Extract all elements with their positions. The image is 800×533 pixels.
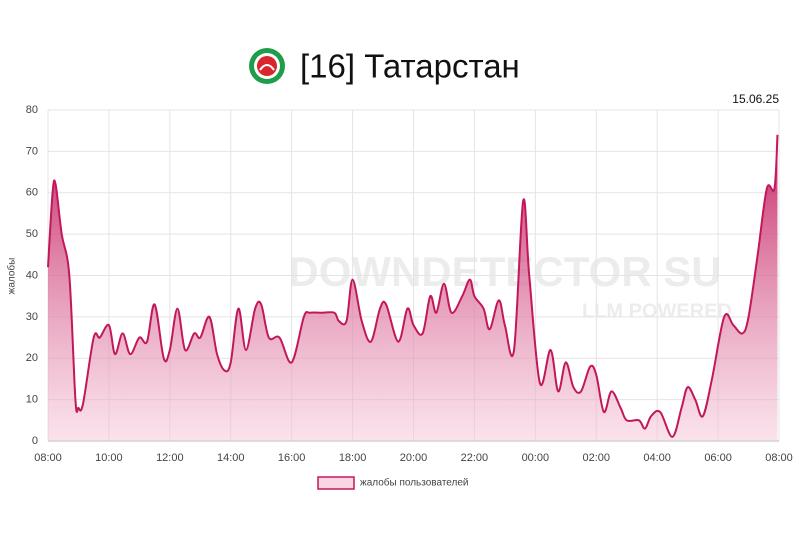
x-tick-label: 14:00 (217, 452, 245, 464)
x-tick-label: 16:00 (278, 452, 306, 464)
y-tick-label: 20 (26, 352, 38, 364)
x-tick-label: 02:00 (582, 452, 610, 464)
y-tick-label: 40 (26, 269, 38, 281)
y-tick-label: 70 (26, 145, 38, 157)
emblem (249, 48, 285, 84)
line (47, 134, 779, 438)
y-tick-label: 50 (26, 228, 38, 240)
x-tick-label: 08:00 (34, 452, 62, 464)
x-tick-label: 08:00 (765, 452, 793, 464)
date-label: 15.06.25 (732, 92, 779, 106)
x-tick-label: 06:00 (704, 452, 732, 464)
x-tick-label: 20:00 (400, 452, 428, 464)
legend-label: жалобы пользователей (360, 477, 469, 489)
chart-title: [16] Татарстан (300, 48, 520, 85)
x-tick-label: 10:00 (95, 452, 123, 464)
x-tick-label: 04:00 (643, 452, 671, 464)
y-tick-label: 30 (26, 311, 38, 323)
watermark: DOWNDETECTOR SU (288, 248, 721, 295)
y-axis-label: жалобы (6, 258, 18, 295)
x-tick-label: 00:00 (522, 452, 550, 464)
x-tick-label: 18:00 (339, 452, 367, 464)
x-tick-label: 22:00 (461, 452, 489, 464)
y-tick-label: 60 (26, 187, 38, 199)
legend-swatch (317, 476, 355, 490)
x-tick-label: 12:00 (156, 452, 184, 464)
y-tick-label: 10 (26, 394, 38, 406)
y-tick-label: 80 (26, 104, 38, 116)
y-tick-label: 0 (32, 435, 38, 447)
